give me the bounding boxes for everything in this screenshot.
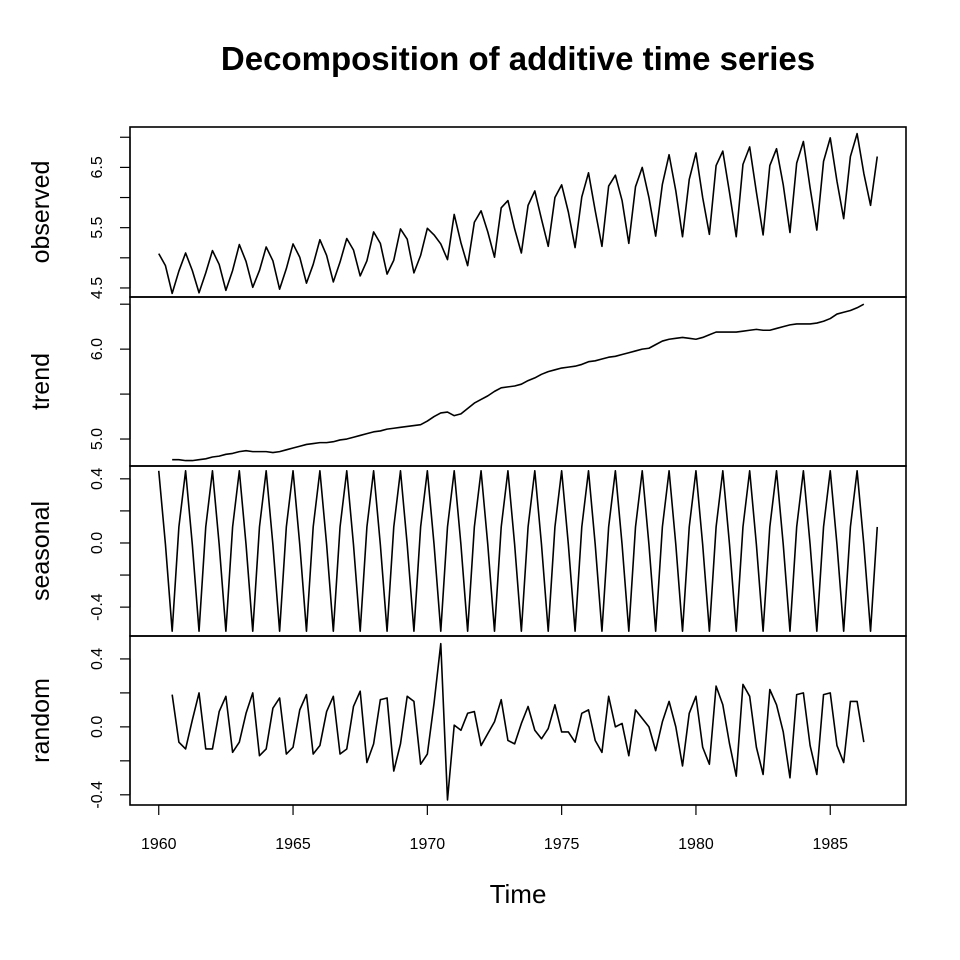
x-tick-label: 1980 xyxy=(678,836,714,853)
trend-panel-frame xyxy=(129,296,907,467)
trend-panel-label: trend xyxy=(27,353,55,410)
trend-y-tick-label: 6.0 xyxy=(89,338,106,360)
x-axis-label: Time xyxy=(490,879,547,909)
observed-panel-label: observed xyxy=(27,161,55,264)
panel-observed: 4.5 5.5 6.5 observed xyxy=(27,126,907,299)
panel-random: -0.4 0.0 0.4 random xyxy=(27,635,907,809)
panel-seasonal: -0.4 0.0 0.4 seasonal xyxy=(27,465,907,637)
trend-y-tick-label: 5.0 xyxy=(89,428,106,450)
x-tick-label: 1960 xyxy=(141,836,177,853)
trend-series-line xyxy=(172,303,865,462)
random-y-tick-label: 0.0 xyxy=(89,716,106,738)
x-tick-label: 1975 xyxy=(544,836,580,853)
observed-y-tick-label: 4.5 xyxy=(89,277,106,299)
random-panel-frame xyxy=(129,635,907,806)
panel-trend: 5.0 6.0 trend xyxy=(27,296,907,467)
random-y-tick-label: -0.4 xyxy=(89,781,106,809)
observed-y-tick-label: 5.5 xyxy=(89,216,106,238)
chart-title: Decomposition of additive time series xyxy=(221,40,815,77)
x-tick-label: 1970 xyxy=(410,836,446,853)
x-tick-label: 1985 xyxy=(812,836,848,853)
seasonal-y-tick-label: -0.4 xyxy=(89,593,106,621)
seasonal-series-line xyxy=(157,470,879,632)
observed-series-line xyxy=(158,132,879,295)
seasonal-y-tick-label: 0.0 xyxy=(89,532,106,554)
random-series-line xyxy=(171,642,865,801)
x-tick-label: 1965 xyxy=(275,836,311,853)
observed-panel-frame xyxy=(129,126,907,298)
panels: 4.5 5.5 6.5 observed 5.0 6.0 trend -0.4 0.0 0.4 se… xyxy=(27,126,907,809)
observed-y-tick-label: 6.5 xyxy=(89,156,106,178)
seasonal-panel-label: seasonal xyxy=(27,501,55,601)
random-panel-label: random xyxy=(27,678,55,763)
seasonal-y-tick-label: 0.4 xyxy=(89,468,106,490)
x-axis: 1960 1965 1970 1975 1980 1985 xyxy=(141,804,848,853)
random-y-tick-label: 0.4 xyxy=(89,648,106,670)
